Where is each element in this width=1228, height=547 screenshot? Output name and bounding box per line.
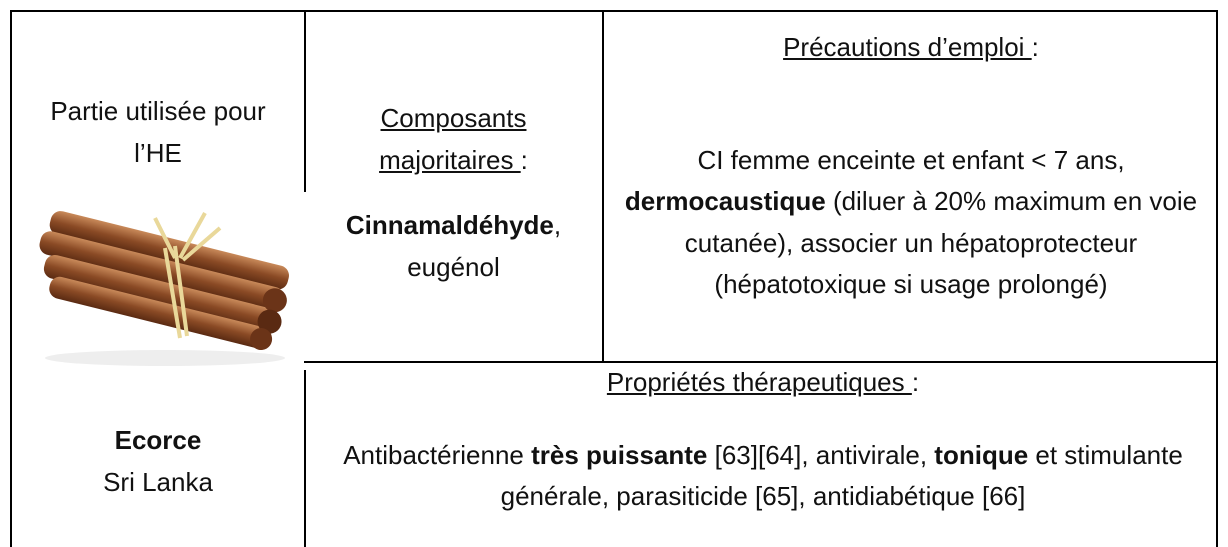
text: Composants	[380, 103, 527, 133]
text: Composants	[305, 98, 602, 140]
part-title: Partie utilisée pour l’HE	[12, 91, 304, 174]
precautions: Précautions d’emploi : CI femme enceinte…	[612, 27, 1210, 306]
text: majoritaires	[379, 144, 521, 175]
text: ,	[553, 210, 562, 241]
text: majoritaires :	[305, 140, 602, 182]
text: Cinnamaldéhyde	[345, 210, 554, 241]
text: Antibactérienne	[343, 439, 532, 470]
text: Cinnamaldéhyde,	[305, 205, 602, 247]
text: et stimulante générale, parasiticide [65…	[500, 439, 1183, 512]
text: eugénol	[407, 251, 500, 282]
text: Sri Lanka	[103, 466, 213, 497]
border	[10, 10, 12, 547]
border	[602, 10, 604, 362]
text: CI femme enceinte et enfant < 7 ans, der…	[612, 140, 1210, 306]
heading: Précautions d’emploi :	[612, 27, 1210, 69]
text: :	[1031, 32, 1039, 62]
border	[304, 361, 1218, 363]
border	[10, 10, 1218, 12]
border	[1216, 10, 1218, 547]
heading: Propriétés thérapeutiques :	[310, 362, 1216, 404]
text: :	[520, 144, 528, 175]
text: :	[911, 367, 920, 397]
text: Précautions d’emploi	[783, 32, 1032, 62]
text: Partie utilisée pour	[50, 96, 266, 126]
text: Antibactérienne très puissante [63][64],…	[310, 435, 1216, 518]
cinnamon-image	[39, 211, 289, 366]
border	[304, 370, 306, 547]
components: Composants majoritaires : Cinnamaldéhyde…	[305, 98, 602, 288]
border	[304, 10, 306, 192]
text: l’HE	[134, 137, 182, 168]
part: Ecorce Sri Lanka	[12, 420, 304, 503]
text: [63][64], antivirale,	[707, 439, 935, 470]
text: Propriétés thérapeutiques	[606, 367, 912, 397]
text: tonique	[934, 439, 1029, 470]
text: dermocaustique	[624, 186, 826, 217]
properties: Propriétés thérapeutiques : Antibactérie…	[310, 362, 1216, 518]
text: (diluer à 20% maximum en voie cutanée), …	[684, 186, 1198, 300]
text: CI femme enceinte et enfant < 7 ans,	[697, 144, 1125, 175]
text: Ecorce	[114, 425, 202, 455]
text: très puissante	[531, 439, 708, 470]
text: Ecorce	[12, 420, 304, 462]
